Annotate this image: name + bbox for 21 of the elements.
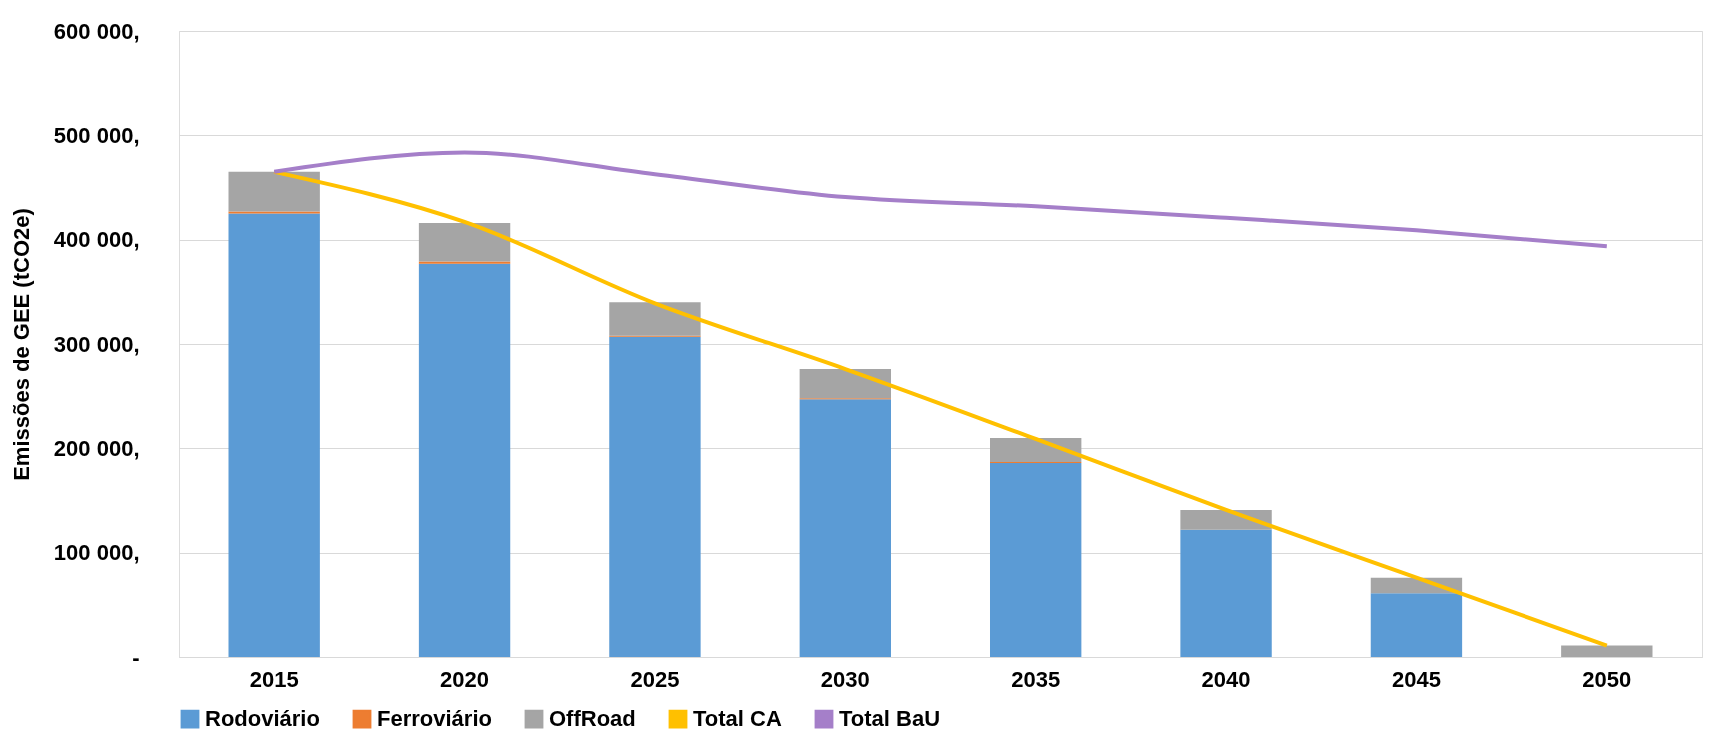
y-tick-label: 400 000, — [53, 227, 140, 253]
y-tick-label: 600 000, — [53, 18, 140, 44]
x-tick-label: 2035 — [1011, 666, 1061, 692]
x-tick-label: 2020 — [440, 666, 490, 692]
legend-label: OffRoad — [549, 706, 636, 732]
legend-label: Total CA — [693, 706, 782, 732]
x-tick-label: 2025 — [630, 666, 680, 692]
legend-label: Rodoviário — [205, 706, 320, 732]
y-tick-label: 100 000, — [53, 540, 140, 566]
x-tick-label: 2045 — [1391, 666, 1441, 692]
y-axis-title: Emissões de GEE (tCO2e) — [8, 208, 34, 481]
y-tick-label: 300 000, — [53, 331, 140, 357]
legend-label: Ferroviário — [377, 706, 492, 732]
y-tick-label: 200 000, — [53, 435, 140, 461]
y-tick-label: - — [132, 644, 140, 670]
x-tick-label: 2040 — [1201, 666, 1251, 692]
x-tick-label: 2050 — [1582, 666, 1632, 692]
x-tick-label: 2015 — [249, 666, 299, 692]
x-tick-label: 2030 — [820, 666, 870, 692]
y-tick-label: 500 000, — [53, 122, 140, 148]
legend-label: Total BaU — [839, 706, 941, 732]
